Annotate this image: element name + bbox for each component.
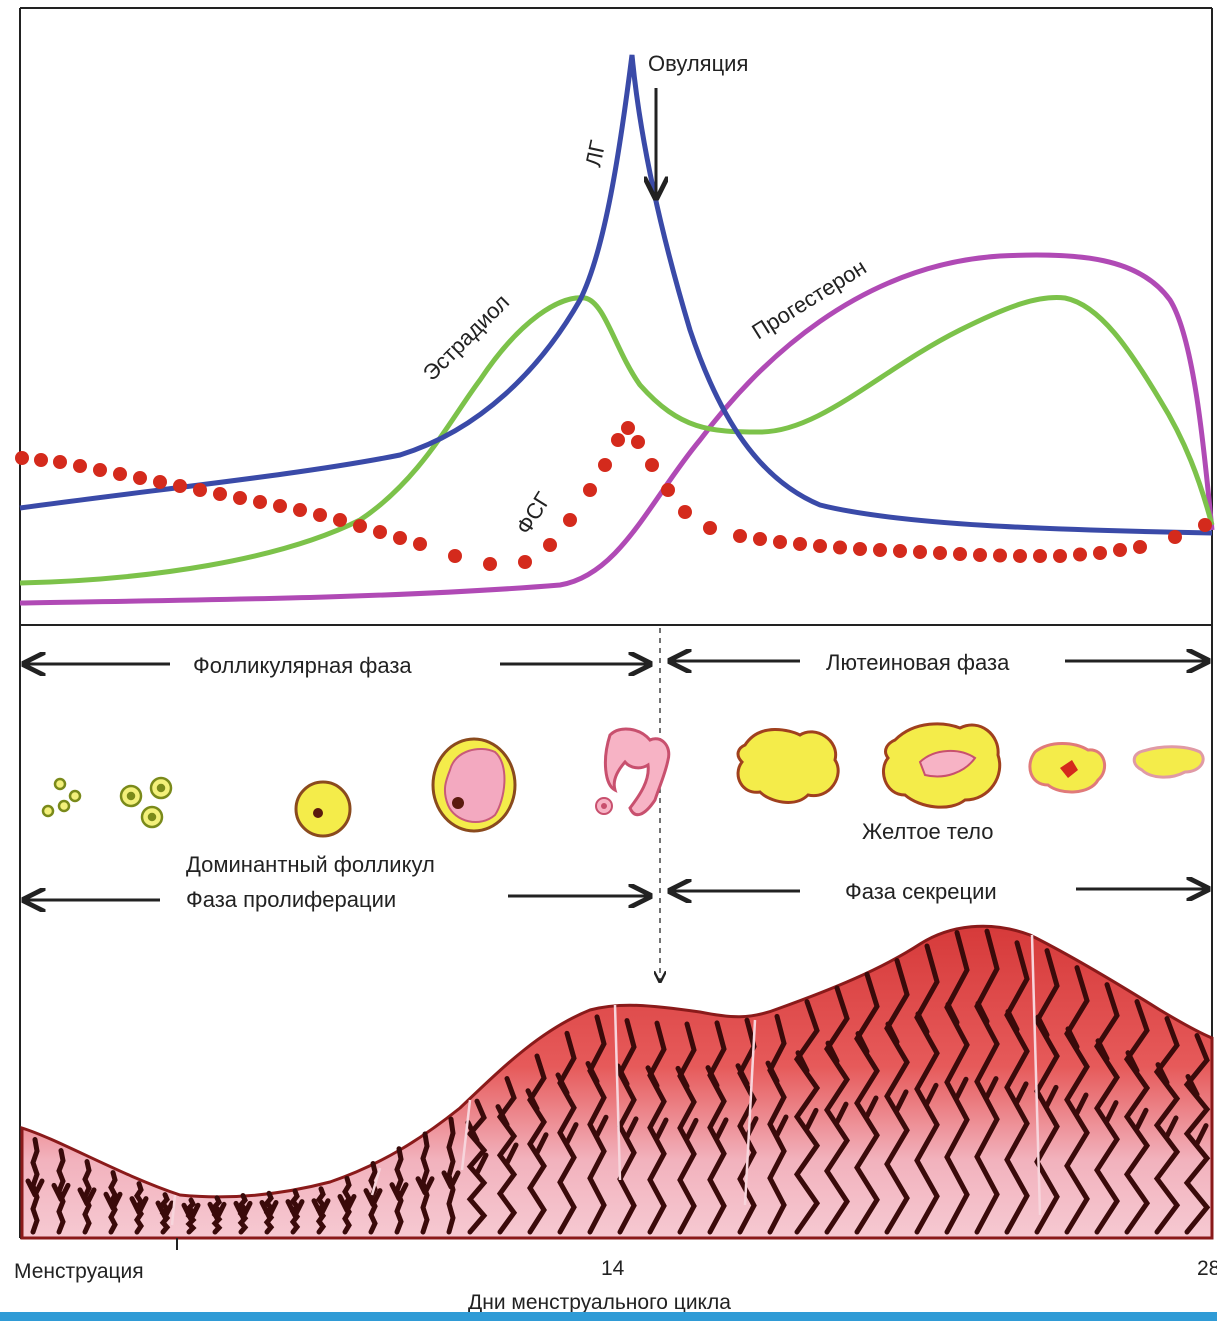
corpus-luteum-stages	[736, 722, 1205, 809]
endometrium-illustration	[20, 924, 1214, 1240]
fsh-curve	[15, 421, 1212, 571]
corpus-luteum-label: Желтое тело	[862, 819, 993, 844]
dominant-follicle-label: Доминантный фолликул	[186, 852, 435, 877]
menstruation-label: Менструация	[14, 1260, 144, 1283]
endometrial-phase-arrows	[24, 889, 1208, 900]
luteal-phase-label: Лютеиновая фаза	[826, 650, 1010, 675]
bottom-accent-bar	[0, 1312, 1217, 1321]
ovarian-phase-arrows	[24, 661, 1208, 664]
axis-title: Дни менструального цикла	[468, 1291, 731, 1314]
progesterone-curve	[19, 252, 1215, 606]
lh-curve	[19, 54, 1213, 536]
ovulation-label: Овуляция	[648, 51, 748, 76]
secretion-phase-label: Фаза секреции	[845, 879, 997, 904]
estradiol-curve	[19, 295, 1215, 586]
day-14-label: 14	[601, 1257, 625, 1280]
fsh-label: ФСГ	[511, 488, 556, 539]
follicle-sequence	[41, 776, 173, 829]
proliferation-phase-label: Фаза пролиферации	[186, 887, 396, 912]
follicular-phase-label: Фолликулярная фаза	[193, 653, 412, 678]
estradiol-label: Эстрадиол	[418, 289, 514, 385]
lh-label: ЛГ	[580, 138, 610, 169]
dominant-follicle-stages	[294, 727, 671, 838]
day-28-label: 28	[1197, 1257, 1217, 1280]
